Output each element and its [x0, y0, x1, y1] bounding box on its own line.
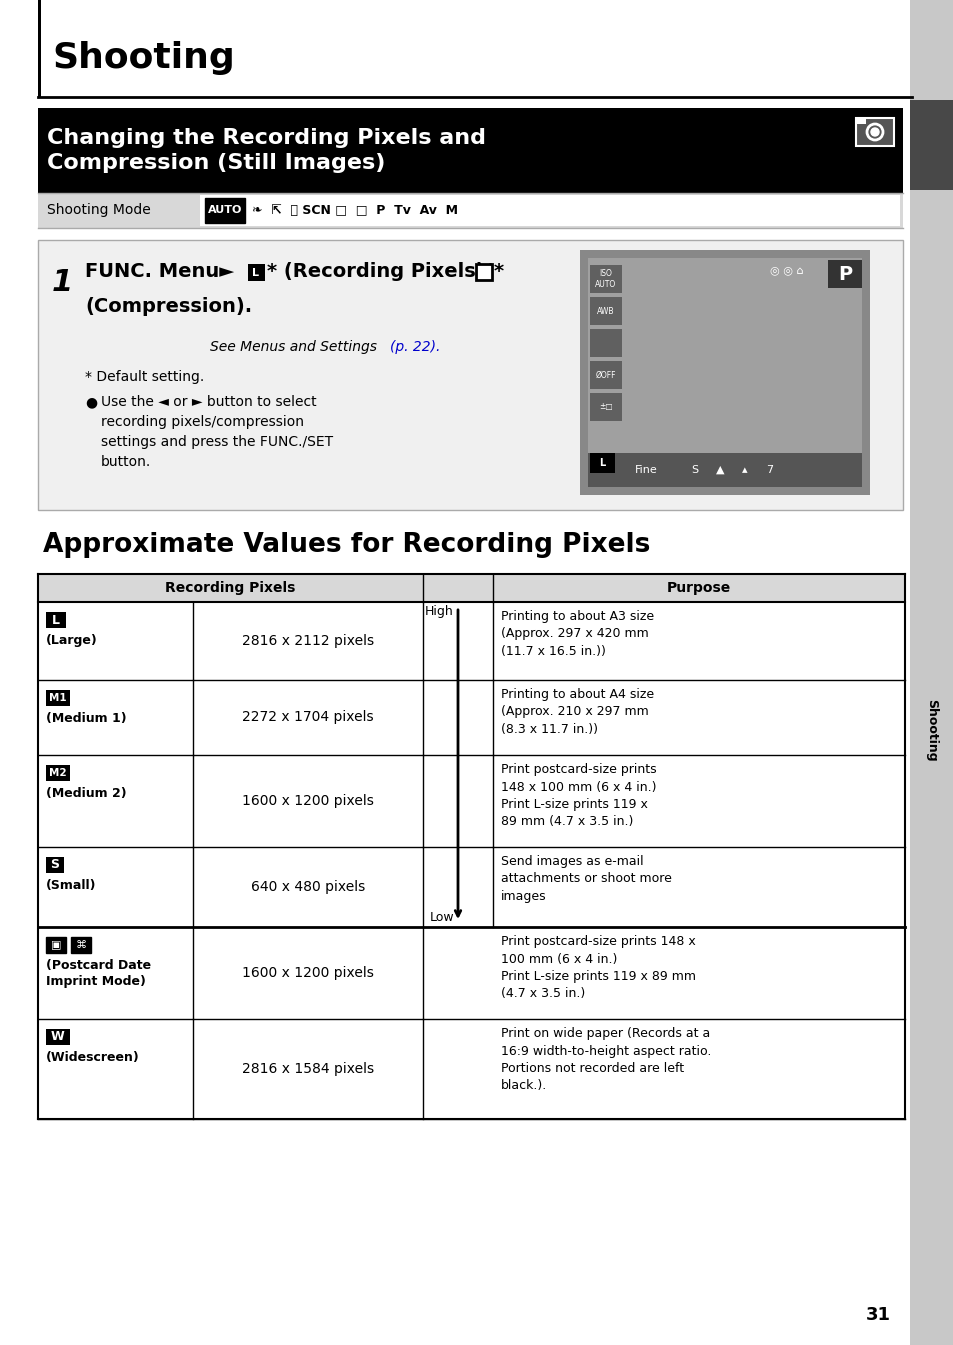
Text: (Medium 1): (Medium 1) [46, 712, 127, 725]
Text: Purpose: Purpose [666, 581, 730, 594]
Bar [38, 681, 904, 755]
Bar [46, 765, 70, 781]
Text: 1600 x 1200 pixels: 1600 x 1200 pixels [242, 966, 374, 981]
Text: Low: Low [429, 911, 454, 924]
Text: ◎ ◎ ⌂: ◎ ◎ ⌂ [769, 265, 802, 274]
Text: Shooting Mode: Shooting Mode [47, 203, 151, 217]
Bar [476, 264, 492, 280]
Text: 2272 x 1704 pixels: 2272 x 1704 pixels [242, 710, 374, 725]
Text: 1: 1 [52, 268, 73, 297]
Text: Approximate Values for Recording Pixels: Approximate Values for Recording Pixels [43, 533, 650, 558]
Text: ⌘: ⌘ [75, 940, 87, 950]
Text: ▴: ▴ [741, 465, 747, 475]
Bar [38, 574, 904, 603]
Bar [46, 612, 66, 628]
Text: 2816 x 1584 pixels: 2816 x 1584 pixels [242, 1063, 374, 1076]
Text: P: P [837, 265, 851, 284]
Bar [71, 937, 91, 954]
Text: S: S [51, 858, 59, 872]
Text: Shooting: Shooting [52, 40, 234, 75]
Text: (Small): (Small) [46, 880, 96, 892]
Text: FUNC. Menu►: FUNC. Menu► [85, 262, 234, 281]
Text: ▲: ▲ [715, 465, 723, 475]
Text: Recording Pixels: Recording Pixels [165, 581, 295, 594]
Text: Print postcard-size prints 148 x
100 mm (6 x 4 in.)
Print L-size prints 119 x 89: Print postcard-size prints 148 x 100 mm … [500, 935, 696, 1001]
Text: See Menus and Settings: See Menus and Settings [210, 340, 381, 354]
Text: 31: 31 [864, 1306, 889, 1323]
Bar [38, 108, 902, 192]
Bar [38, 847, 904, 927]
Text: (Compression).: (Compression). [85, 297, 252, 316]
Text: L: L [598, 459, 604, 468]
Text: L: L [253, 268, 259, 278]
Bar [589, 265, 621, 293]
Circle shape [870, 128, 878, 136]
Bar [38, 603, 904, 681]
Bar [909, 0, 953, 1345]
Text: Printing to about A3 size
(Approx. 297 x 420 mm
(11.7 x 16.5 in.)): Printing to about A3 size (Approx. 297 x… [500, 611, 654, 658]
Bar [38, 192, 902, 229]
Bar [587, 258, 862, 453]
Text: ØOFF: ØOFF [595, 370, 616, 379]
Text: M2: M2 [50, 768, 67, 777]
Bar [38, 239, 902, 510]
Text: 1600 x 1200 pixels: 1600 x 1200 pixels [242, 794, 374, 808]
Text: 2816 x 2112 pixels: 2816 x 2112 pixels [242, 633, 374, 648]
Text: (Large): (Large) [46, 633, 97, 647]
Text: *: * [494, 262, 503, 281]
Bar [38, 755, 904, 847]
Text: M1: M1 [50, 693, 67, 703]
Bar [855, 118, 865, 124]
Bar [589, 453, 615, 473]
Bar [579, 250, 869, 495]
Bar [827, 260, 862, 288]
Bar [46, 690, 70, 706]
Bar [38, 1020, 904, 1119]
Bar [589, 297, 621, 325]
Text: Send images as e-mail
attachments or shoot more
images: Send images as e-mail attachments or sho… [500, 855, 671, 902]
Text: AUTO: AUTO [208, 204, 242, 215]
Text: Use the ◄ or ► button to select
recording pixels/compression
settings and press : Use the ◄ or ► button to select recordin… [101, 395, 333, 469]
Bar [38, 927, 904, 1020]
Text: * (Recording Pixels)/: * (Recording Pixels)/ [267, 262, 491, 281]
Bar [589, 393, 621, 421]
Text: 640 x 480 pixels: 640 x 480 pixels [251, 880, 365, 894]
Bar [46, 937, 66, 954]
Text: ISO
AUTO: ISO AUTO [595, 269, 616, 289]
Text: L: L [52, 613, 60, 627]
Bar [205, 198, 245, 223]
Text: ▣: ▣ [51, 940, 61, 950]
Bar [200, 195, 899, 226]
Text: * Default setting.: * Default setting. [85, 370, 204, 385]
Text: Print on wide paper (Records at a
16:9 width-to-height aspect ratio.
Portions no: Print on wide paper (Records at a 16:9 w… [500, 1028, 711, 1092]
Text: High: High [425, 605, 454, 617]
Text: Shooting: Shooting [924, 698, 938, 761]
Text: Fine: Fine [635, 465, 657, 475]
Text: W: W [51, 1030, 65, 1044]
Text: Changing the Recording Pixels and: Changing the Recording Pixels and [47, 128, 485, 148]
Text: (Postcard Date
Imprint Mode): (Postcard Date Imprint Mode) [46, 959, 151, 989]
Bar [587, 453, 862, 487]
Text: ±□: ±□ [598, 402, 612, 412]
Bar [589, 360, 621, 389]
Text: S: S [691, 465, 698, 475]
Text: (Medium 2): (Medium 2) [46, 787, 127, 800]
Bar [46, 1029, 70, 1045]
Text: AWB: AWB [597, 307, 614, 316]
Bar [46, 857, 64, 873]
Text: Printing to about A4 size
(Approx. 210 x 297 mm
(8.3 x 11.7 in.)): Printing to about A4 size (Approx. 210 x… [500, 689, 654, 736]
Bar [589, 330, 621, 356]
Text: 7: 7 [765, 465, 773, 475]
Bar [248, 264, 265, 281]
Text: (Widescreen): (Widescreen) [46, 1050, 139, 1064]
Text: Compression (Still Images): Compression (Still Images) [47, 153, 385, 174]
Text: (p. 22).: (p. 22). [390, 340, 440, 354]
Text: Print postcard-size prints
148 x 100 mm (6 x 4 in.)
Print L-size prints 119 x
89: Print postcard-size prints 148 x 100 mm … [500, 763, 656, 829]
Bar [38, 0, 41, 97]
Bar [909, 100, 953, 190]
Bar [855, 118, 893, 147]
Text: ❧  ⇱  Ⓢ SCN □  □  P  Tv  Av  M: ❧ ⇱ Ⓢ SCN □ □ P Tv Av M [252, 203, 457, 217]
Text: ●: ● [85, 395, 97, 409]
